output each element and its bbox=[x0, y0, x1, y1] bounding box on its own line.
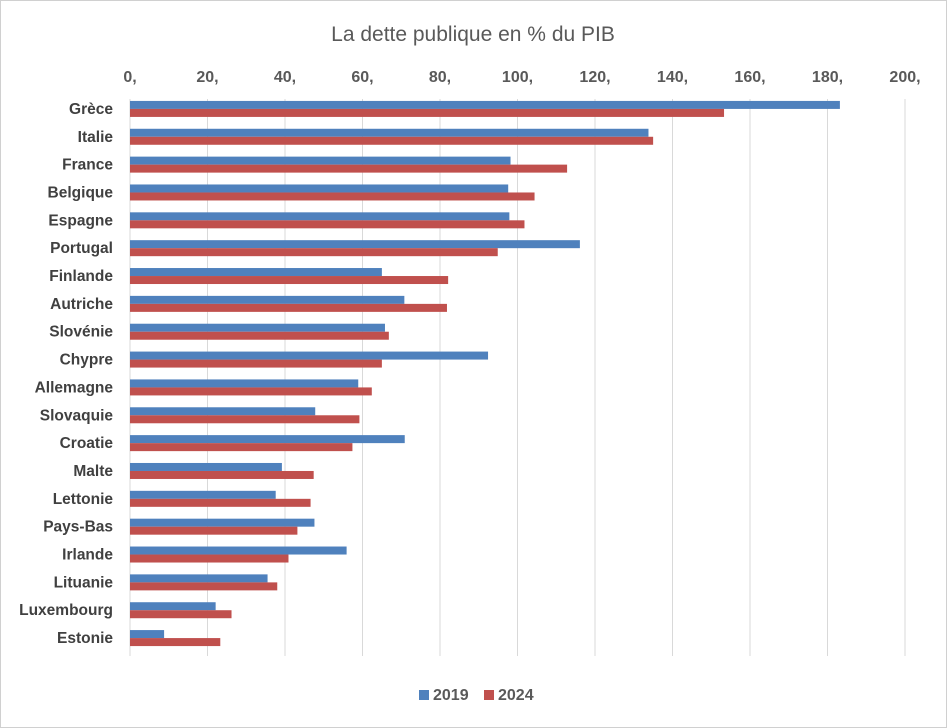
bar-2019 bbox=[130, 240, 580, 249]
bar-2024 bbox=[130, 387, 372, 396]
x-tick-label: 180, bbox=[812, 69, 843, 86]
category-label: Belgique bbox=[48, 184, 114, 201]
category-label: Croatie bbox=[60, 435, 114, 452]
bar-2024 bbox=[130, 638, 221, 647]
category-label: Malte bbox=[73, 463, 113, 480]
bar-2019 bbox=[130, 407, 316, 416]
category-label: Finlande bbox=[49, 268, 113, 285]
category-label: Portugal bbox=[50, 240, 113, 257]
x-tick-label: 0, bbox=[123, 69, 136, 86]
bar-2024 bbox=[130, 526, 298, 535]
bar-2024 bbox=[130, 498, 311, 507]
x-tick-label: 20, bbox=[196, 69, 218, 86]
category-label: Irlande bbox=[62, 547, 113, 564]
bar-2019 bbox=[130, 212, 510, 221]
category-label: Slovaquie bbox=[40, 407, 114, 424]
chart-title: La dette publique en % du PIB bbox=[331, 23, 615, 46]
category-label: Luxembourg bbox=[19, 602, 113, 619]
x-tick-label: 200, bbox=[889, 69, 920, 86]
bar-2024 bbox=[130, 415, 360, 424]
bar-2024 bbox=[130, 359, 382, 368]
category-label: Autriche bbox=[50, 296, 113, 313]
bar-2019 bbox=[130, 351, 489, 360]
category-label: Lettonie bbox=[53, 491, 114, 508]
bar-2024 bbox=[130, 276, 449, 285]
category-label: Pays-Bas bbox=[43, 519, 113, 536]
bar-2024 bbox=[130, 470, 314, 479]
bar-2019 bbox=[130, 323, 385, 332]
category-label: Estonie bbox=[57, 630, 113, 647]
bar-2019 bbox=[130, 128, 649, 137]
bar-2019 bbox=[130, 156, 511, 165]
gridlines bbox=[129, 99, 906, 656]
bar-2024 bbox=[130, 136, 654, 145]
bar-2019 bbox=[130, 435, 405, 444]
bar-2024 bbox=[130, 220, 525, 229]
category-label: Grèce bbox=[69, 101, 113, 118]
bar-2019 bbox=[130, 490, 276, 499]
legend: 2019 2024 bbox=[419, 687, 534, 704]
bars bbox=[130, 100, 840, 647]
bar-2019 bbox=[130, 462, 282, 471]
bar-2019 bbox=[130, 184, 509, 193]
legend-swatch-2024 bbox=[484, 690, 494, 700]
bar-2019 bbox=[130, 546, 347, 555]
x-tick-label: 80, bbox=[429, 69, 451, 86]
bar-2024 bbox=[130, 192, 535, 201]
bar-2024 bbox=[130, 443, 353, 452]
x-axis-ticks: 0, 20, 40, 60, 80, 100, 120, 140, 160, 180, 200, bbox=[123, 69, 920, 86]
category-label: Espagne bbox=[48, 212, 113, 229]
category-label: Lituanie bbox=[54, 574, 114, 591]
bar-2024 bbox=[130, 610, 232, 619]
legend-swatch-2019 bbox=[419, 690, 429, 700]
x-tick-label: 140, bbox=[657, 69, 688, 86]
category-label: Chypre bbox=[60, 352, 114, 369]
x-tick-label: 160, bbox=[734, 69, 765, 86]
bar-2024 bbox=[130, 248, 498, 257]
bar-2019 bbox=[130, 379, 359, 388]
bar-2019 bbox=[130, 518, 315, 527]
x-tick-label: 100, bbox=[502, 69, 533, 86]
bar-2024 bbox=[130, 582, 278, 591]
bar-2024 bbox=[130, 164, 568, 173]
legend-label-2019: 2019 bbox=[433, 687, 469, 704]
bar-2019 bbox=[130, 602, 216, 611]
x-tick-label: 40, bbox=[274, 69, 296, 86]
bar-2024 bbox=[130, 554, 289, 563]
category-label: Slovénie bbox=[49, 324, 113, 341]
bar-2019 bbox=[130, 100, 840, 109]
category-label: Italie bbox=[78, 129, 114, 146]
category-labels: Grèce Italie France Belgique Espagne Portugal… bbox=[19, 101, 113, 647]
category-label: France bbox=[62, 157, 113, 174]
bar-2024 bbox=[130, 331, 389, 340]
x-tick-label: 60, bbox=[351, 69, 373, 86]
bar-2019 bbox=[130, 574, 268, 583]
bar-2019 bbox=[130, 268, 382, 277]
bar-2019 bbox=[130, 630, 165, 639]
x-tick-label: 120, bbox=[579, 69, 610, 86]
legend-label-2024: 2024 bbox=[498, 687, 534, 704]
bar-2024 bbox=[130, 303, 447, 312]
bar-2024 bbox=[130, 108, 725, 117]
category-label: Allemagne bbox=[35, 379, 114, 396]
bar-2019 bbox=[130, 295, 405, 304]
